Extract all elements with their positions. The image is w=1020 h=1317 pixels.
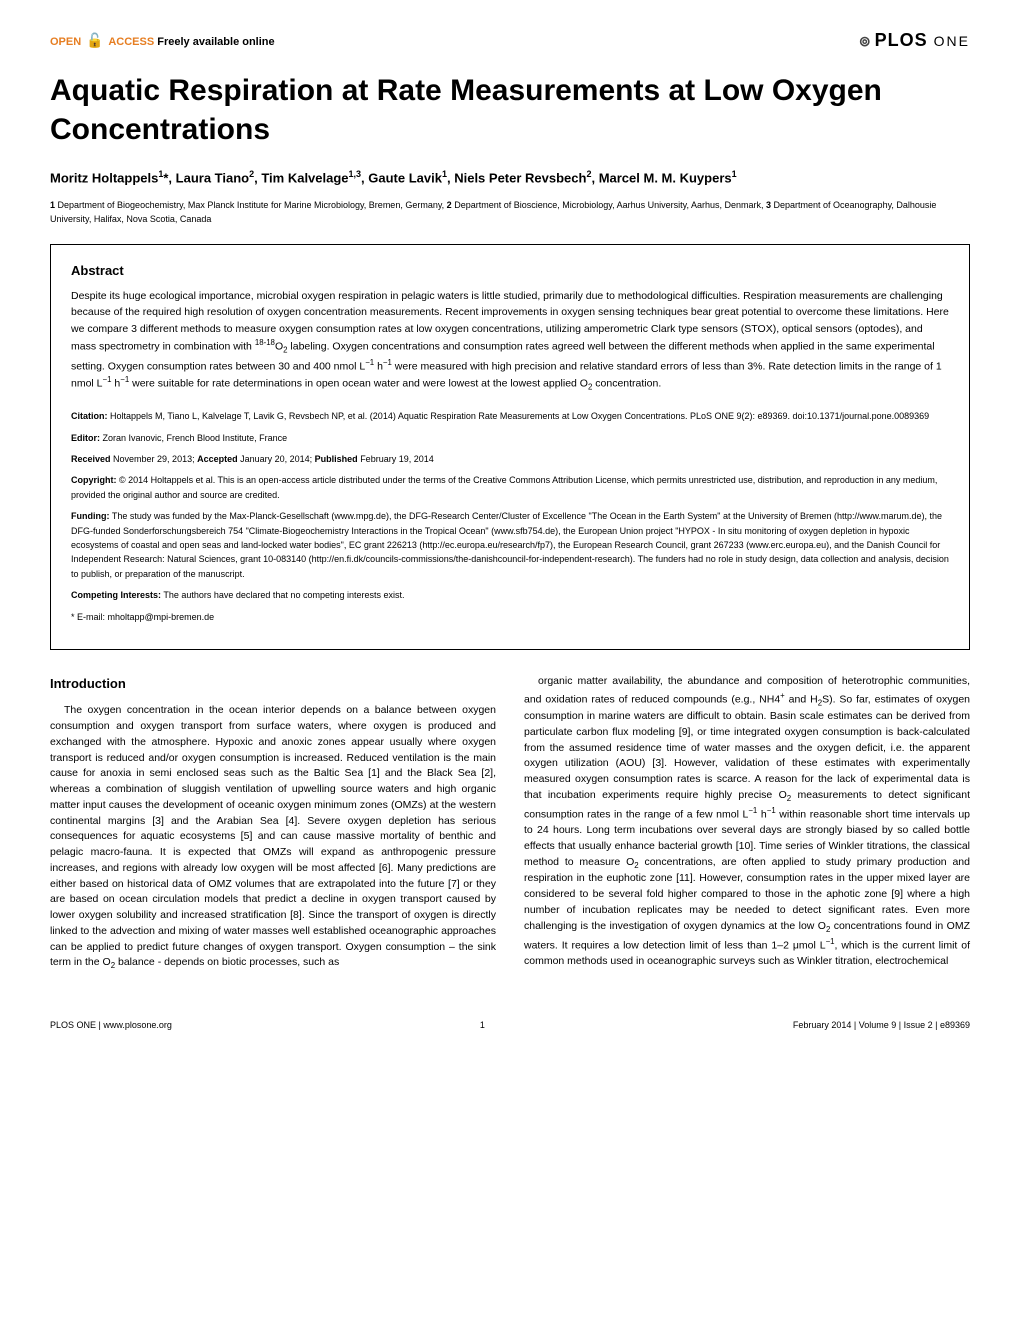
open-access-access: ACCESS xyxy=(108,36,154,48)
abstract-text: Despite its huge ecological importance, … xyxy=(71,288,949,394)
intro-paragraph-right: organic matter availability, the abundan… xyxy=(524,674,970,970)
author-list: Moritz Holtappels1*, Laura Tiano2, Tim K… xyxy=(50,167,970,189)
body-columns: Introduction The oxygen concentration in… xyxy=(50,674,970,972)
footer-page-number: 1 xyxy=(480,1020,485,1030)
page-header: OPEN 🔓 ACCESS Freely available online ⊚P… xyxy=(50,30,970,51)
footer-right: February 2014 | Volume 9 | Issue 2 | e89… xyxy=(793,1020,970,1030)
column-right: organic matter availability, the abundan… xyxy=(524,674,970,972)
copyright: Copyright: © 2014 Holtappels et al. This… xyxy=(71,473,949,502)
article-title: Aquatic Respiration at Rate Measurements… xyxy=(50,71,970,149)
abstract-box: Abstract Despite its huge ecological imp… xyxy=(50,244,970,650)
journal-plos: PLOS xyxy=(875,30,928,50)
affiliations: 1 Department of Biogeochemistry, Max Pla… xyxy=(50,199,970,226)
competing-interests: Competing Interests: The authors have de… xyxy=(71,588,949,602)
corresponding-email: * E-mail: mholtapp@mpi-bremen.de xyxy=(71,610,949,624)
column-left: Introduction The oxygen concentration in… xyxy=(50,674,496,972)
plos-globe-icon: ⊚ xyxy=(859,33,872,49)
introduction-heading: Introduction xyxy=(50,674,496,694)
journal-logo: ⊚PLOS ONE xyxy=(859,30,970,51)
dates: Received November 29, 2013; Accepted Jan… xyxy=(71,452,949,466)
abstract-heading: Abstract xyxy=(71,263,949,278)
journal-one: ONE xyxy=(934,33,970,49)
open-access-open: OPEN xyxy=(50,36,81,48)
funding: Funding: The study was funded by the Max… xyxy=(71,509,949,581)
editor: Editor: Zoran Ivanovic, French Blood Ins… xyxy=(71,431,949,445)
intro-paragraph-left: The oxygen concentration in the ocean in… xyxy=(50,703,496,972)
page-footer: PLOS ONE | www.plosone.org 1 February 20… xyxy=(50,1012,970,1030)
open-access-badge: OPEN 🔓 ACCESS Freely available online xyxy=(50,32,275,49)
freely-available-text: Freely available online xyxy=(157,36,274,48)
footer-left: PLOS ONE | www.plosone.org xyxy=(50,1020,172,1030)
citation: Citation: Holtappels M, Tiano L, Kalvela… xyxy=(71,409,949,423)
unlock-icon: 🔓 xyxy=(86,32,103,48)
